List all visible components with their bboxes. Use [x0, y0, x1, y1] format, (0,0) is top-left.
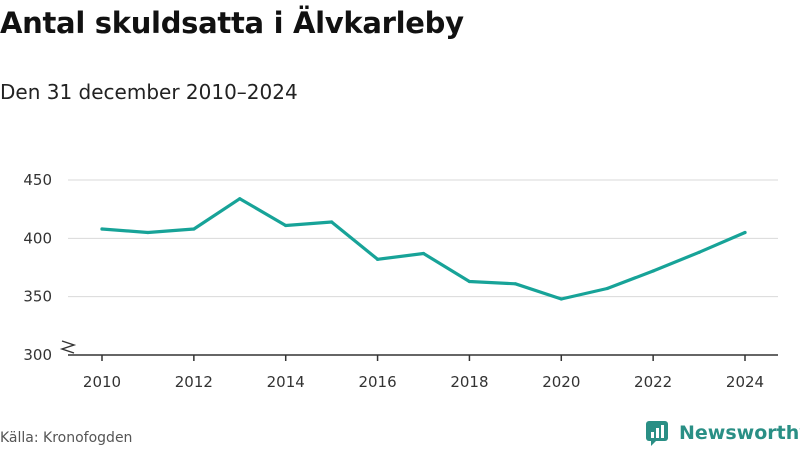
x-tick-label: 2022 — [634, 373, 672, 391]
y-tick-label: 400 — [23, 229, 52, 247]
x-tick-label: 2018 — [450, 373, 488, 391]
x-tick-label: 2010 — [83, 373, 121, 391]
axis-break-marker — [59, 340, 77, 354]
brand-name: Newsworthy — [679, 422, 800, 444]
series-line — [100, 197, 747, 301]
chart-title: Antal skuldsatta i Älvkarleby — [0, 6, 464, 40]
data-point — [743, 230, 747, 235]
y-tick-label: 300 — [23, 346, 52, 364]
line-chart: 300 350 400 450 2010 2012 2014 2016 2018 2020 202… — [23, 171, 778, 391]
x-tick-label: 2014 — [267, 373, 305, 391]
y-tick-label: 350 — [23, 288, 52, 306]
data-point — [467, 279, 472, 284]
data-point — [284, 223, 288, 228]
x-tick-label: 2016 — [358, 373, 396, 391]
x-tick-label: 2024 — [726, 373, 764, 391]
y-tick-label: 450 — [23, 171, 52, 189]
data-point — [238, 197, 242, 201]
data-point — [651, 269, 655, 273]
data-point — [100, 227, 104, 231]
data-point — [559, 297, 563, 301]
x-tick-label: 2020 — [542, 373, 580, 391]
data-point — [421, 251, 426, 256]
grid-lines — [68, 179, 778, 298]
data-point — [146, 230, 150, 235]
data-point — [513, 282, 517, 286]
x-axis — [59, 340, 778, 361]
x-tick-label: 2012 — [175, 373, 213, 391]
data-point — [192, 227, 196, 231]
data-point — [605, 286, 609, 291]
data-point — [697, 250, 701, 254]
source-note: Källa: Kronofogden — [0, 430, 133, 446]
x-axis-labels: 2010 2012 2014 2016 2018 2020 2022 2024 — [83, 373, 764, 391]
data-point — [375, 257, 380, 261]
series-layer — [100, 197, 747, 301]
data-point — [330, 220, 334, 224]
brand-logo: Newsworthy — [645, 420, 800, 446]
chart-subtitle: Den 31 december 2010–2024 — [0, 80, 298, 104]
y-axis-labels: 300 350 400 450 — [23, 171, 52, 364]
newsworthy-logo-icon — [646, 421, 668, 446]
